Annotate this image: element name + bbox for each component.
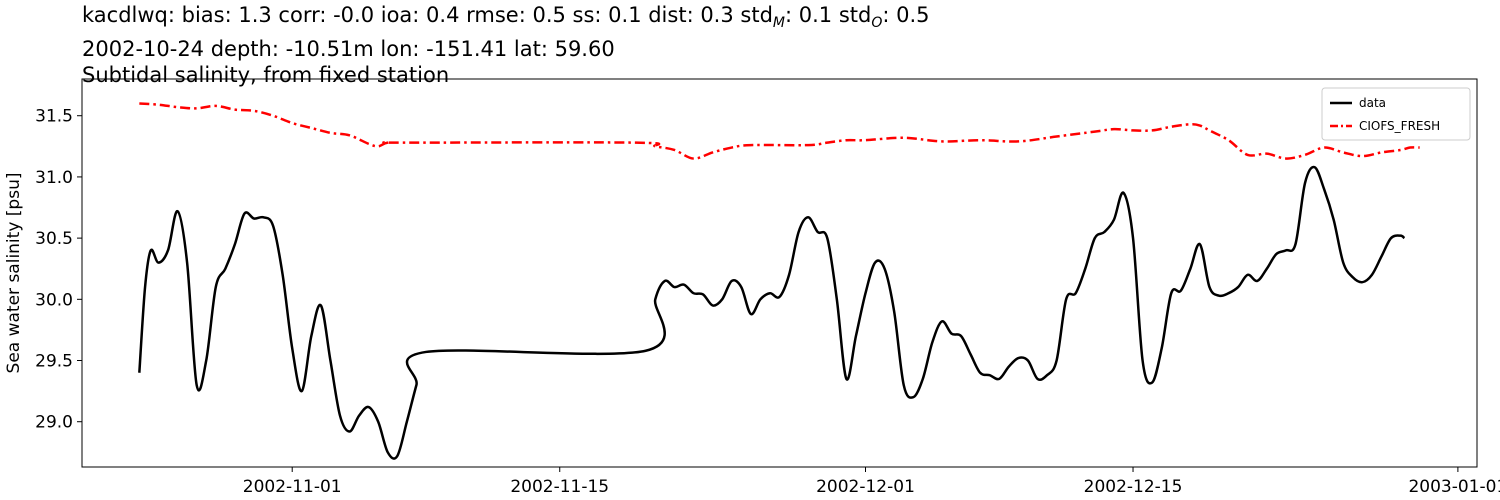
y-axis-label: Sea water salinity [psu] <box>4 173 24 374</box>
y-tick-label: 31.5 <box>35 107 73 127</box>
series-line-ciofs-fresh <box>139 102 1420 160</box>
std-m-value: : 0.1 std <box>785 3 872 27</box>
title-line-1: kacdlwq: bias: 1.3 corr: -0.0 ioa: 0.4 r… <box>82 2 930 36</box>
legend-box <box>1321 87 1471 141</box>
x-tick-label: 2002-12-01 <box>816 477 915 497</box>
std-o-value: : 0.5 <box>882 3 930 27</box>
chart-title: kacdlwq: bias: 1.3 corr: -0.0 ioa: 0.4 r… <box>82 2 930 88</box>
title-line-3: Subtidal salinity, from fixed station <box>82 63 450 88</box>
y-tick-label: 29.0 <box>35 413 73 433</box>
std-m-subscript: M <box>772 15 785 32</box>
x-tick-label: 2003-01-01 <box>1408 477 1500 497</box>
axes-frame <box>81 78 1478 468</box>
y-tick-label: 29.5 <box>35 352 73 372</box>
x-axis: 2002-11-01 2002-11-15 2002-12-01 2002-12-15… <box>243 467 1500 497</box>
std-o-subscript: O <box>871 15 883 32</box>
x-tick-label: 2002-12-15 <box>1084 477 1183 497</box>
y-tick-label: 30.0 <box>35 290 73 310</box>
x-tick-label: 2002-11-15 <box>510 477 609 497</box>
title-line-2: 2002-10-24 depth: -10.51m lon: -151.41 l… <box>82 37 615 62</box>
series-line-data <box>138 165 1406 460</box>
legend: data CIOFS_FRESH <box>1321 87 1471 141</box>
title-stats-prefix: kacdlwq: bias: 1.3 corr: -0.0 ioa: 0.4 r… <box>82 3 773 27</box>
y-tick-label: 30.5 <box>35 229 73 249</box>
legend-label: CIOFS_FRESH <box>1359 119 1440 133</box>
x-tick-label: 2002-11-01 <box>243 477 342 497</box>
legend-label: data <box>1359 96 1386 110</box>
plot-lines <box>138 102 1420 460</box>
y-tick-label: 31.0 <box>35 168 73 188</box>
y-axis: 29.0 29.5 30.0 30.5 31.0 31.5 <box>35 107 82 433</box>
